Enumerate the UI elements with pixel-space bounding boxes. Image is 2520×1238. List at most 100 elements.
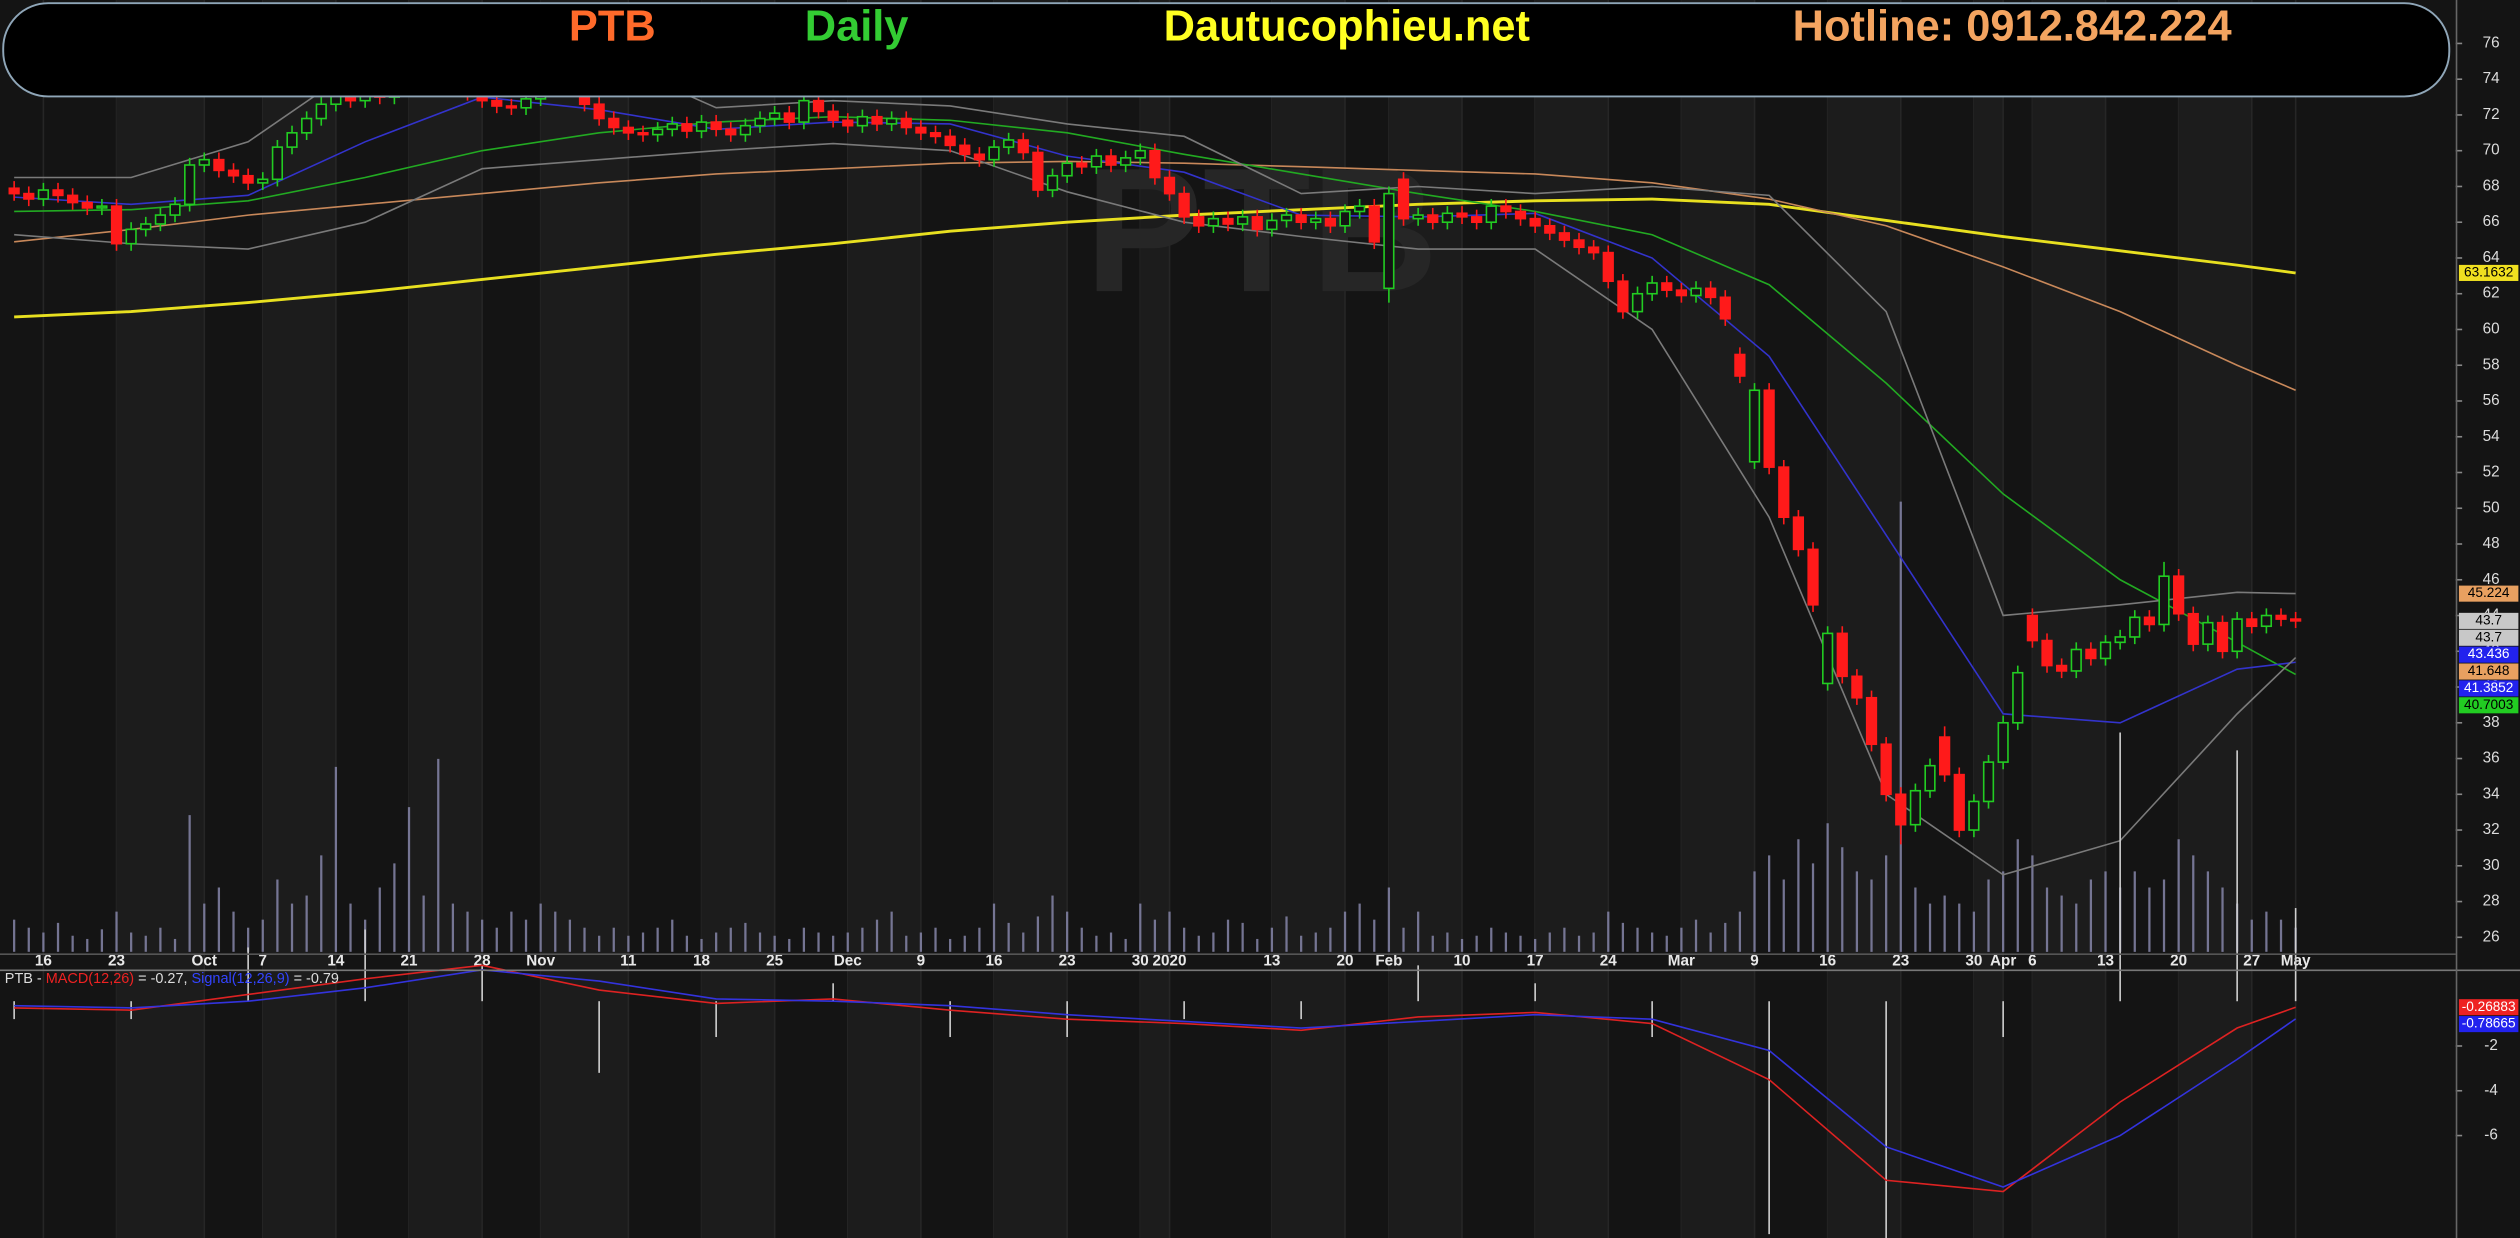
candle-body	[2129, 616, 2141, 638]
candle-body	[1851, 675, 1863, 699]
candle-body	[1471, 216, 1483, 224]
candle-body	[1237, 216, 1249, 225]
candle-body	[213, 158, 225, 172]
candle-body	[2246, 618, 2258, 628]
candle-body	[23, 192, 35, 200]
band	[2032, 0, 2106, 1238]
x-tick-label: 27	[2243, 952, 2260, 969]
macd-y-tick-label: -4	[2484, 1082, 2498, 1099]
x-tick-label: 16	[35, 952, 52, 969]
y-tick-label: 74	[2483, 70, 2500, 87]
candle-body	[739, 124, 752, 136]
candle-body	[1207, 217, 1220, 227]
x-tick-label: 18	[693, 952, 710, 969]
candle-body	[271, 146, 284, 181]
x-tick-label: 13	[1263, 952, 1280, 969]
x-tick-label: 21	[401, 952, 418, 969]
candle-body	[1558, 232, 1571, 241]
macd-label: -0.78665	[2462, 1016, 2516, 1031]
candle-body	[1792, 516, 1805, 551]
macd-name: MACD(12,26)	[46, 971, 134, 987]
price-label: 40.7003	[2464, 697, 2513, 712]
price-label-bg	[2458, 697, 2519, 714]
candle-body	[125, 228, 137, 245]
candle-body	[2290, 618, 2302, 622]
band	[1827, 0, 1901, 1238]
period: Daily	[805, 2, 909, 50]
band	[701, 0, 775, 1238]
y-tick-label: 26	[2483, 928, 2500, 945]
signal-line	[14, 969, 2297, 1188]
header-banner	[2, 2, 2451, 98]
candle-body	[1968, 800, 1980, 831]
candle-body	[1529, 217, 1541, 227]
candle-body	[608, 117, 620, 129]
candle-body	[652, 128, 664, 136]
candle-body	[505, 105, 518, 109]
x-tick-label: 10	[1454, 952, 1471, 969]
x-tick-label: Oct	[192, 952, 217, 969]
candle-body	[959, 144, 971, 156]
x-tick-label: 14	[327, 952, 344, 969]
candle-body	[67, 194, 79, 204]
candle-body	[2114, 636, 2126, 644]
x-tick-label: Dec	[834, 952, 863, 969]
x-tick-label: 2020	[1153, 952, 1187, 969]
macd-value: = -0.27,	[134, 971, 191, 987]
candle-body	[1163, 176, 1176, 195]
candle-body	[1953, 773, 1965, 831]
candle-body	[315, 103, 327, 120]
candle-body	[1178, 192, 1190, 218]
indicator-line	[14, 115, 2297, 676]
candle-body	[1631, 292, 1644, 313]
indicator-line	[14, 96, 2296, 724]
candle-body	[725, 128, 737, 136]
band	[262, 0, 336, 1238]
candle-body	[1544, 224, 1556, 234]
candle-body	[1427, 214, 1439, 224]
price-label: 41.3852	[2464, 680, 2513, 695]
candle-body	[2202, 621, 2214, 645]
candle-body	[1061, 162, 1073, 177]
candle-body	[2187, 612, 2199, 645]
price-label: 43.7	[2475, 629, 2502, 644]
y-tick-label: 58	[2483, 356, 2500, 373]
candle-body	[169, 203, 181, 216]
candle-body	[944, 135, 956, 147]
candle-body	[1324, 217, 1337, 227]
signal-name: Signal(12,26,9)	[192, 971, 290, 987]
macd-line	[14, 964, 2296, 1193]
y-tick-label: 30	[2483, 857, 2500, 874]
x-tick-label: 30	[1132, 952, 1149, 969]
candle-body	[1266, 219, 1278, 231]
candle-body	[2012, 671, 2024, 724]
candle-body	[812, 99, 825, 113]
candle-body	[622, 126, 635, 134]
band	[1681, 0, 1755, 1238]
x-tick-label: 24	[1600, 952, 1617, 969]
candle-body	[184, 164, 196, 206]
candle-body	[1500, 205, 1512, 213]
candle-body	[2216, 621, 2229, 653]
macd-label: -0.26883	[2462, 999, 2516, 1014]
candle-body	[798, 99, 810, 123]
candle-body	[491, 99, 503, 107]
candle-body	[1822, 632, 1834, 685]
price-label: 45.224	[2468, 585, 2510, 600]
site: Dautucophieu.net	[1164, 2, 1530, 50]
candle-body	[1646, 282, 1658, 295]
candle-body	[1105, 155, 1117, 166]
band	[1973, 0, 2004, 1238]
candle-body	[1134, 149, 1146, 159]
candle-body	[96, 205, 108, 209]
candle-body	[2085, 648, 2097, 660]
symbol: PTB	[569, 2, 656, 50]
y-tick-label: 64	[2483, 249, 2500, 266]
candle-body	[2158, 575, 2170, 626]
price-label: 43.436	[2468, 646, 2510, 661]
x-tick-label: 23	[108, 952, 125, 969]
macd-y-tick-label: -2	[2484, 1037, 2498, 1054]
candle-body	[1909, 789, 1922, 826]
candle-body	[1748, 389, 1761, 463]
